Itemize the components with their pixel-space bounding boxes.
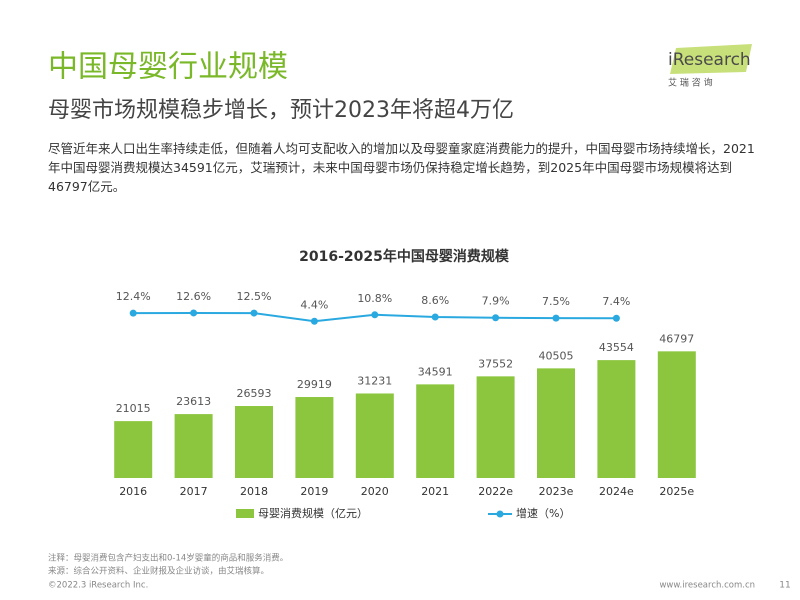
line-point: [552, 314, 560, 322]
data-label: 21015: [116, 402, 151, 415]
bar: [235, 406, 273, 478]
x-tick-label: 2022e: [478, 485, 513, 498]
line-point: [431, 313, 439, 321]
bar: [174, 414, 213, 478]
line-point: [371, 311, 379, 319]
data-label: 37552: [478, 357, 513, 370]
bar: [537, 368, 575, 478]
logo-shape: [670, 44, 752, 74]
legend-label: 母婴消费规模（亿元）: [258, 506, 368, 520]
data-label: 43554: [599, 341, 634, 354]
data-label: 26593: [237, 387, 272, 400]
data-label: 34591: [418, 365, 453, 378]
data-label: 8.6%: [421, 294, 449, 307]
bar: [476, 376, 515, 478]
data-label: 4.4%: [300, 298, 328, 311]
x-tick-label: 2025e: [659, 485, 694, 498]
data-label: 46797: [659, 332, 694, 345]
line-point: [190, 309, 198, 317]
x-tick-label: 2018: [240, 485, 268, 498]
line-point: [612, 314, 620, 322]
line-point: [250, 309, 258, 317]
data-label: 7.4%: [602, 295, 630, 308]
bar: [416, 384, 455, 478]
bar: [657, 351, 696, 478]
data-label: 10.8%: [357, 292, 392, 305]
copyright: ©2022.3 iResearch Inc.: [48, 581, 148, 591]
legend-swatch: [496, 510, 504, 518]
x-tick-label: 2020: [361, 485, 389, 498]
x-tick-label: 2017: [180, 485, 208, 498]
line-point: [492, 314, 500, 322]
x-tick-label: 2021: [421, 485, 449, 498]
title: 中国母婴行业规模: [48, 50, 288, 85]
data-label: 23613: [176, 395, 211, 408]
subtitle: 母婴市场规模稳步增长，预计2023年将超4万亿: [48, 98, 514, 123]
data-label: 7.5%: [542, 295, 570, 308]
legend-swatch: [236, 509, 254, 518]
website: www.iresearch.com.cn: [659, 581, 755, 591]
bar: [114, 421, 153, 478]
x-tick-label: 2019: [300, 485, 328, 498]
legend-label: 增速（%）: [516, 506, 570, 520]
data-label: 31231: [357, 374, 392, 387]
line-point: [129, 309, 137, 317]
logo-sub: 艾 瑞 咨 询: [668, 77, 713, 89]
data-label: 12.5%: [237, 290, 272, 303]
logo: iResearch: [668, 50, 751, 70]
data-label: 12.4%: [116, 290, 151, 303]
data-label: 7.9%: [482, 295, 510, 308]
x-tick-label: 2024e: [599, 485, 634, 498]
page-number: 11: [779, 581, 790, 591]
data-label: 40505: [539, 349, 574, 362]
line-point: [310, 317, 318, 325]
note: 注释：母婴消费包含产妇支出和0-14岁婴童的商品和服务消费。: [48, 553, 288, 564]
data-label: 29919: [297, 378, 332, 391]
x-tick-label: 2016: [119, 485, 147, 498]
chart-title: 2016-2025年中国母婴消费规模: [299, 248, 510, 265]
bar: [355, 393, 394, 478]
bar: [295, 397, 334, 478]
x-tick-label: 2023e: [539, 485, 574, 498]
body-text: 尽管近年来人口出生率持续走低，但随着人均可支配收入的增加以及母婴童家庭消费能力的…: [48, 141, 755, 194]
data-label: 12.6%: [176, 290, 211, 303]
bar: [597, 360, 636, 478]
source: 来源：综合公开资料、企业财报及企业访谈，由艾瑞核算。: [48, 566, 269, 577]
